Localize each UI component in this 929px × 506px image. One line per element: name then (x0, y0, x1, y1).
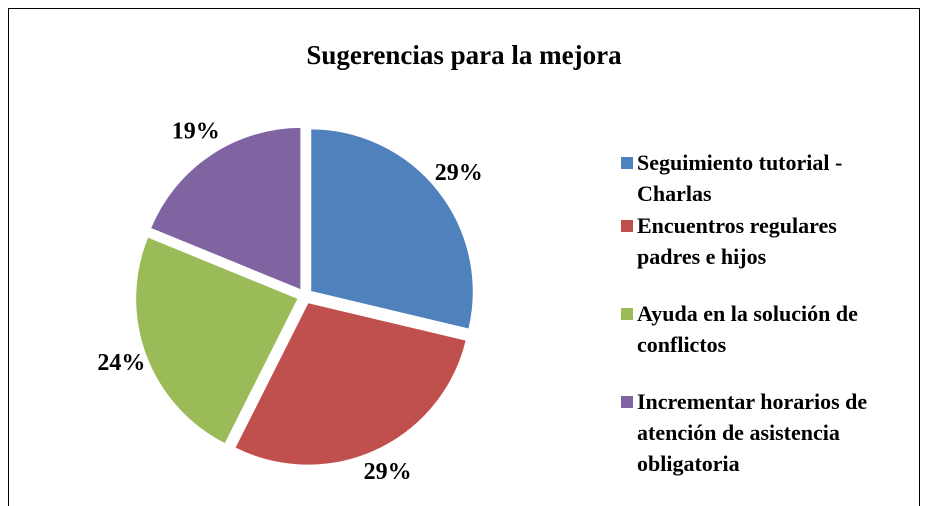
pie-slice (149, 126, 302, 292)
legend-entry: Encuentros regulares padres e hijos (621, 210, 911, 272)
chart-title: Sugerencias para la mejora (306, 40, 622, 70)
data-label: 24% (97, 350, 145, 376)
legend-entry: Incrementar horarios de atención de asis… (621, 386, 911, 479)
chart-border (8, 8, 920, 506)
legend-swatch (621, 396, 633, 408)
legend-swatch (621, 220, 633, 232)
legend-swatch (621, 157, 633, 169)
legend-label: Ayuda en la solución de conflictos (637, 301, 858, 357)
data-label: 29% (364, 459, 412, 485)
pie-slice (134, 235, 300, 446)
legend-entry: Seguimiento tutorial - Charlas (621, 147, 911, 209)
pie-slice (309, 127, 475, 331)
data-label: 29% (435, 160, 483, 186)
legend-label: Seguimiento tutorial - Charlas (637, 150, 843, 206)
data-label: 19% (172, 119, 220, 145)
legend-label: Encuentros regulares padres e hijos (637, 213, 837, 269)
pie-slice (233, 301, 468, 467)
legend-label: Incrementar horarios de atención de asis… (637, 389, 868, 476)
legend-swatch (621, 308, 633, 320)
legend-entry: Ayuda en la solución de conflictos (621, 298, 911, 360)
